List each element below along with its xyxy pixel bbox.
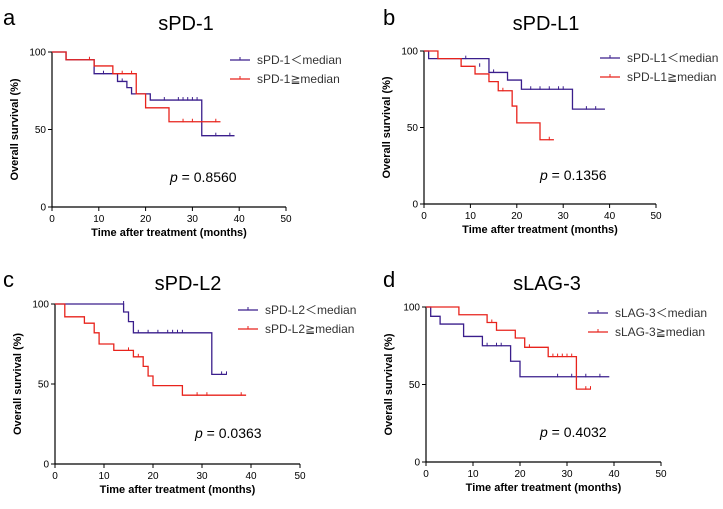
panel-b: b sPD-L1 0 10 20 30 40 50 0 50 100 Time after treat… bbox=[381, 5, 718, 236]
panel-letter: d bbox=[383, 267, 395, 292]
x-tick-label: 20 bbox=[140, 214, 152, 225]
p-value: = 0.4032 bbox=[548, 424, 607, 440]
legend-label: sPD-L2≧median bbox=[265, 322, 354, 336]
x-tick-label: 50 bbox=[280, 214, 292, 225]
x-axis-label: Time after treatment (months) bbox=[100, 484, 256, 496]
survival-curve bbox=[424, 50, 554, 141]
legend-label: sPD-L2＜median bbox=[265, 303, 356, 317]
survival-curve bbox=[52, 51, 221, 123]
y-tick-label: 50 bbox=[409, 380, 421, 391]
p-value-annotation: p = 0.8560 bbox=[169, 169, 237, 185]
y-tick-label: 100 bbox=[403, 303, 420, 314]
legend-label: sPD-L1≧median bbox=[627, 70, 716, 84]
chart-title: sPD-L1 bbox=[513, 13, 580, 35]
y-tick-label: 0 bbox=[414, 458, 420, 469]
series-above-median bbox=[426, 306, 591, 390]
p-value: = 0.0363 bbox=[203, 425, 262, 441]
series-above-median bbox=[52, 51, 221, 123]
x-tick-label: 10 bbox=[98, 471, 110, 482]
legend-label: sLAG-3＜median bbox=[615, 306, 707, 320]
p-symbol: p bbox=[194, 425, 203, 441]
panel-a: a sPD-1 0 10 20 30 40 50 0 50 100 Time after treatm… bbox=[3, 5, 342, 239]
p-value: = 0.1356 bbox=[548, 167, 607, 183]
panel-d: d sLAG-3 0 10 20 30 40 50 0 50 100 Time after treat… bbox=[383, 267, 707, 494]
y-tick-label: 100 bbox=[29, 48, 46, 59]
p-value: = 0.8560 bbox=[178, 169, 237, 185]
x-tick-label: 40 bbox=[234, 214, 246, 225]
series-below-median bbox=[426, 306, 610, 378]
x-tick-label: 0 bbox=[52, 471, 58, 482]
series-below-median bbox=[424, 50, 605, 110]
chart-title: sPD-L2 bbox=[155, 273, 222, 295]
y-tick-label: 0 bbox=[412, 200, 418, 211]
x-tick-label: 20 bbox=[514, 469, 526, 480]
survival-curve bbox=[426, 306, 610, 378]
p-symbol: p bbox=[169, 169, 178, 185]
x-tick-label: 40 bbox=[245, 471, 257, 482]
y-axis-label: Overall survival (%) bbox=[9, 78, 21, 180]
x-tick-label: 50 bbox=[655, 469, 667, 480]
p-value-annotation: p = 0.1356 bbox=[539, 167, 607, 183]
x-tick-label: 0 bbox=[423, 469, 429, 480]
legend-label: sPD-1≧median bbox=[257, 72, 340, 86]
panel-letter: b bbox=[383, 5, 395, 30]
chart-title: sPD-1 bbox=[158, 13, 214, 35]
survival-curve bbox=[424, 50, 605, 110]
x-tick-label: 50 bbox=[650, 211, 662, 222]
series-above-median bbox=[424, 50, 554, 141]
x-tick-label: 10 bbox=[465, 211, 477, 222]
x-axis-label: Time after treatment (months) bbox=[466, 482, 622, 494]
x-tick-label: 30 bbox=[561, 469, 573, 480]
y-tick-label: 0 bbox=[43, 460, 49, 471]
x-tick-label: 30 bbox=[196, 471, 208, 482]
survival-curve bbox=[55, 303, 227, 376]
p-value-annotation: p = 0.4032 bbox=[539, 424, 607, 440]
y-tick-label: 100 bbox=[401, 47, 418, 58]
x-axis-label: Time after treatment (months) bbox=[91, 227, 247, 239]
x-tick-label: 20 bbox=[511, 211, 523, 222]
p-symbol: p bbox=[539, 167, 548, 183]
x-tick-label: 20 bbox=[147, 471, 159, 482]
x-tick-label: 40 bbox=[608, 469, 620, 480]
y-tick-label: 100 bbox=[32, 300, 49, 311]
panel-c: c sPD-L2 0 10 20 30 40 50 0 50 100 Time after treat… bbox=[3, 267, 356, 496]
x-tick-label: 50 bbox=[294, 471, 306, 482]
p-symbol: p bbox=[539, 424, 548, 440]
y-axis-label: Overall survival (%) bbox=[383, 333, 395, 435]
legend-label: sPD-1＜median bbox=[257, 53, 342, 67]
y-tick-label: 0 bbox=[40, 203, 46, 214]
p-value-annotation: p = 0.0363 bbox=[194, 425, 262, 441]
y-tick-label: 50 bbox=[38, 380, 50, 391]
legend-label: sPD-L1＜median bbox=[627, 51, 718, 65]
x-axis-label: Time after treatment (months) bbox=[462, 224, 618, 236]
panel-letter: a bbox=[3, 5, 16, 30]
x-tick-label: 10 bbox=[467, 469, 479, 480]
x-tick-label: 10 bbox=[93, 214, 105, 225]
series-above-median bbox=[55, 303, 247, 396]
x-tick-label: 30 bbox=[187, 214, 199, 225]
legend-label: sLAG-3≧median bbox=[615, 325, 705, 339]
series-below-median bbox=[55, 301, 227, 376]
y-axis-label: Overall survival (%) bbox=[381, 76, 393, 178]
y-tick-label: 50 bbox=[407, 123, 419, 134]
x-tick-label: 30 bbox=[558, 211, 570, 222]
x-tick-label: 40 bbox=[604, 211, 616, 222]
chart-title: sLAG-3 bbox=[513, 273, 581, 295]
x-tick-label: 0 bbox=[49, 214, 55, 225]
panel-letter: c bbox=[3, 267, 14, 292]
survival-curve bbox=[55, 303, 247, 396]
x-tick-label: 0 bbox=[421, 211, 427, 222]
y-tick-label: 50 bbox=[35, 125, 47, 136]
y-axis-label: Overall survival (%) bbox=[12, 333, 24, 435]
